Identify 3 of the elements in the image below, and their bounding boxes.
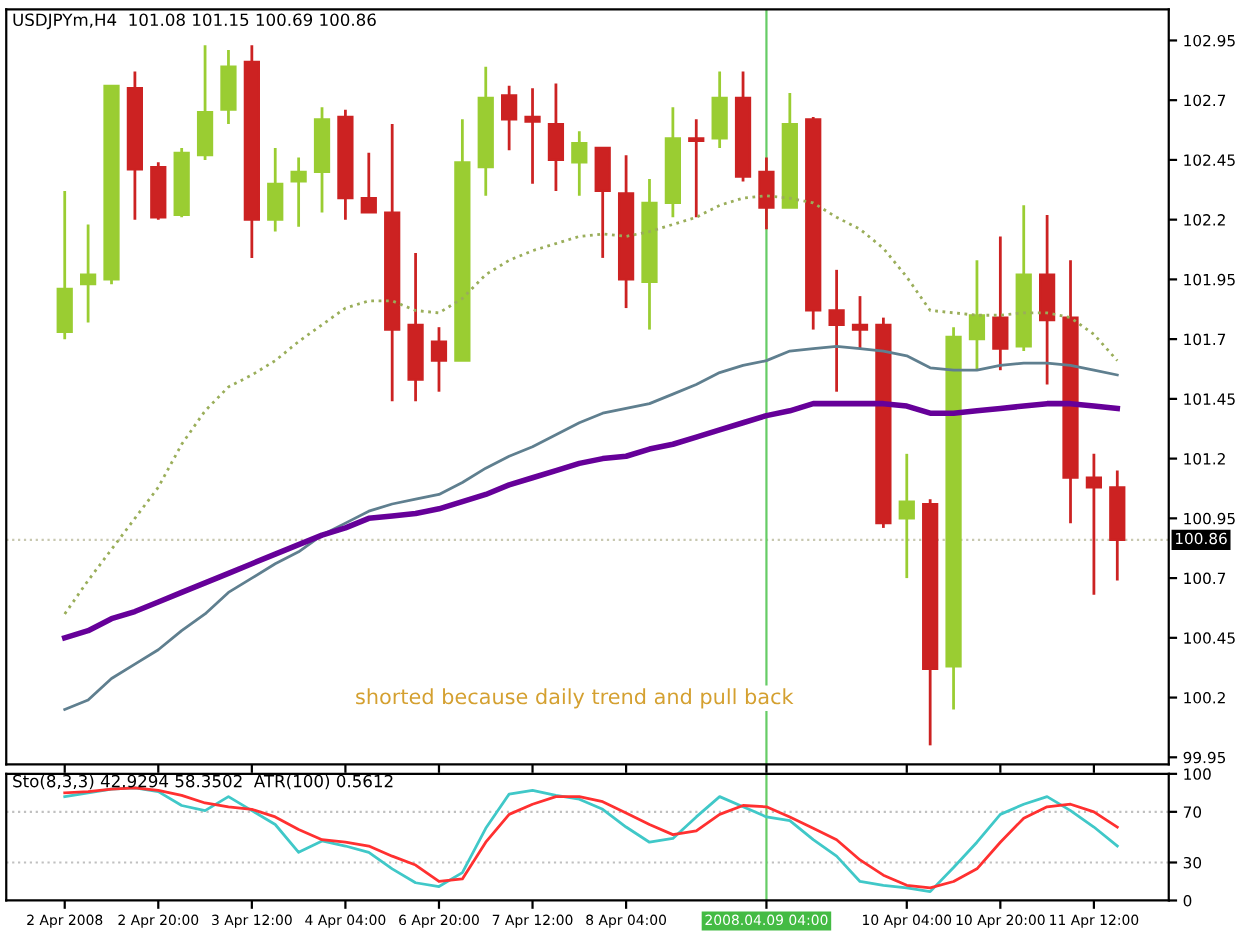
- annotation: shorted because daily trend and pull back: [356, 688, 794, 709]
- chart-title: USDJPYm,H4 101.08 101.15 100.69 100.86: [13, 13, 376, 30]
- chart-title: Sto(8,3,3) 42.9294 58.3502 ATR(100) 0.5612: [13, 774, 393, 790]
